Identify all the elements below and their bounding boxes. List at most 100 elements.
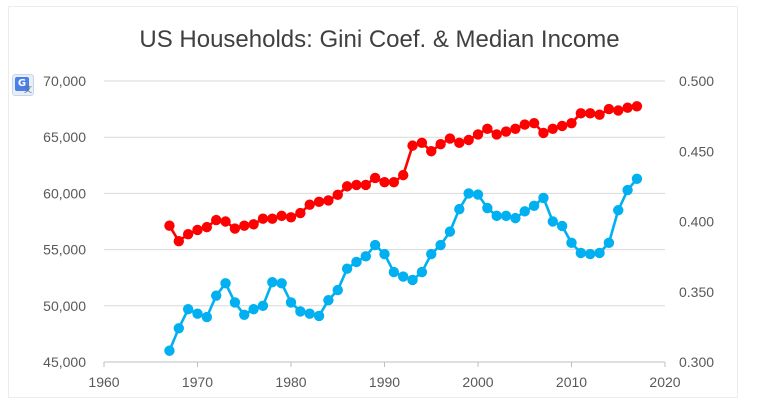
data-point [594, 109, 605, 120]
y-left-tick-label: 50,000 [43, 298, 86, 314]
data-point [398, 271, 409, 282]
y-left-tick-label: 55,000 [43, 242, 86, 258]
data-point [510, 212, 521, 224]
data-point [407, 140, 418, 151]
tick-labels: 1960 1970 1980 1990 2000 2010 2020 45,000 50,000… [43, 73, 714, 390]
data-point [173, 323, 184, 334]
x-tick-label: 2010 [556, 374, 587, 390]
data-point [388, 266, 400, 278]
data-point [454, 137, 465, 149]
grid-lines [104, 80, 665, 363]
data-point [192, 224, 203, 236]
data-point [276, 210, 287, 222]
data-point [435, 139, 446, 150]
data-point [613, 105, 624, 116]
data-point [603, 103, 615, 115]
data-point [379, 176, 390, 188]
data-point [229, 297, 241, 308]
data-point [285, 297, 297, 308]
data-point [267, 276, 278, 288]
data-point [164, 345, 175, 356]
data-point [491, 210, 502, 222]
data-point [463, 134, 474, 146]
data-point [323, 195, 334, 206]
data-point [519, 206, 530, 217]
y-left-tick-label: 70,000 [43, 73, 86, 89]
translate-badge-sub: 文 [24, 85, 32, 94]
data-point [613, 205, 624, 216]
data-point [547, 123, 558, 134]
data-point [295, 306, 306, 317]
data-point [220, 216, 231, 227]
data-point [566, 117, 577, 129]
data-point [538, 192, 549, 204]
series-layer [164, 101, 643, 356]
data-point [416, 266, 428, 278]
data-point [164, 220, 175, 231]
y-right-tick-label: 0.500 [679, 73, 714, 89]
data-point [257, 300, 269, 311]
data-point [201, 221, 213, 233]
x-tick-label: 1980 [275, 374, 306, 390]
x-tick-label: 1970 [182, 374, 213, 390]
data-point [351, 179, 362, 191]
data-point [519, 119, 530, 130]
data-point [426, 248, 437, 260]
translate-badge-glyph: G [15, 77, 29, 91]
data-point [351, 256, 362, 268]
data-point [201, 311, 213, 323]
x-tick-label: 1990 [369, 374, 400, 390]
data-point [313, 196, 325, 208]
data-point [472, 189, 484, 200]
data-point [444, 133, 456, 144]
data-point [276, 278, 287, 289]
data-point [454, 203, 465, 215]
chart-border [8, 6, 738, 398]
data-point [566, 237, 577, 249]
y-left-tick-label: 60,000 [43, 185, 86, 201]
data-point [323, 294, 334, 306]
series-line [168, 177, 638, 352]
data-point [304, 308, 315, 319]
data-point [463, 188, 474, 199]
data-point [267, 213, 278, 224]
data-point [398, 169, 409, 181]
data-point [556, 220, 568, 232]
data-point [594, 247, 605, 259]
data-point [295, 207, 306, 219]
y-right-tick-label: 0.300 [679, 354, 714, 370]
data-point [182, 303, 194, 315]
data-point [360, 251, 371, 262]
data-point [257, 213, 269, 224]
data-point [510, 123, 521, 134]
data-point [482, 202, 493, 214]
data-point [369, 239, 381, 251]
data-point [313, 310, 325, 322]
data-point [173, 235, 184, 247]
data-point [528, 117, 540, 129]
data-point [500, 210, 512, 222]
data-point [528, 200, 540, 211]
data-point [341, 181, 353, 192]
data-point [435, 239, 446, 251]
data-point [229, 223, 241, 234]
data-point [416, 137, 428, 149]
data-point [332, 284, 343, 296]
data-point [426, 146, 437, 157]
data-point [547, 216, 558, 227]
translate-icon[interactable]: G 文 [12, 74, 34, 96]
data-point [575, 108, 587, 119]
y-right-tick-label: 0.450 [679, 143, 714, 159]
x-tick-label: 1960 [88, 374, 119, 390]
data-point [388, 176, 400, 188]
gini-series [164, 101, 643, 247]
data-point [341, 263, 353, 274]
data-point [444, 226, 456, 237]
data-point [622, 184, 633, 196]
data-point [407, 274, 418, 286]
y-right-tick-label: 0.350 [679, 284, 714, 300]
data-point [285, 212, 297, 223]
median-income-series [164, 173, 643, 356]
